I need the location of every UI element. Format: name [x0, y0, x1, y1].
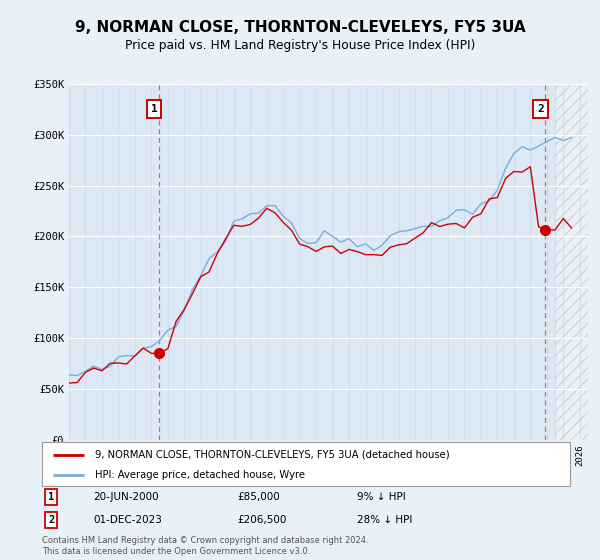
- Text: Price paid vs. HM Land Registry's House Price Index (HPI): Price paid vs. HM Land Registry's House …: [125, 39, 475, 52]
- Text: 1: 1: [48, 492, 54, 502]
- Bar: [555, 84, 588, 440]
- Text: 28% ↓ HPI: 28% ↓ HPI: [357, 515, 412, 525]
- Text: HPI: Average price, detached house, Wyre: HPI: Average price, detached house, Wyre: [95, 470, 305, 480]
- Text: 20-JUN-2000: 20-JUN-2000: [93, 492, 158, 502]
- Text: Contains HM Land Registry data © Crown copyright and database right 2024.
This d: Contains HM Land Registry data © Crown c…: [42, 536, 368, 556]
- Text: £206,500: £206,500: [237, 515, 286, 525]
- Text: 9, NORMAN CLOSE, THORNTON-CLEVELEYS, FY5 3UA: 9, NORMAN CLOSE, THORNTON-CLEVELEYS, FY5…: [74, 20, 526, 35]
- Text: £85,000: £85,000: [237, 492, 280, 502]
- Text: 01-DEC-2023: 01-DEC-2023: [93, 515, 162, 525]
- Text: 1: 1: [151, 104, 158, 114]
- Text: 2: 2: [537, 104, 544, 114]
- Text: 9% ↓ HPI: 9% ↓ HPI: [357, 492, 406, 502]
- Text: 9, NORMAN CLOSE, THORNTON-CLEVELEYS, FY5 3UA (detached house): 9, NORMAN CLOSE, THORNTON-CLEVELEYS, FY5…: [95, 450, 449, 460]
- Text: 2: 2: [48, 515, 54, 525]
